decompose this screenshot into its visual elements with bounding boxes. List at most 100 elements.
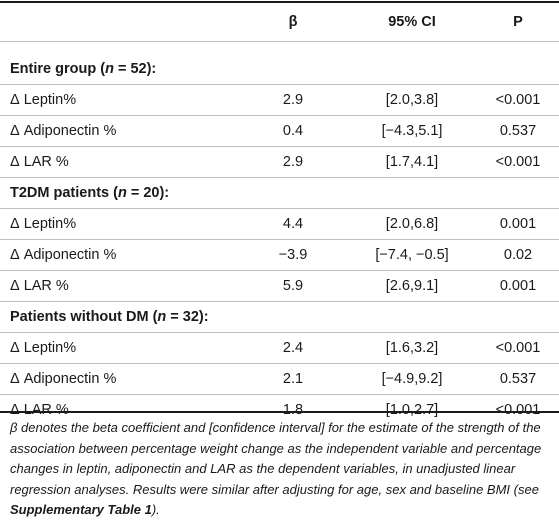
- row-label-cell: Δ LAR %: [10, 272, 69, 301]
- row-label-cell: Δ Leptin%: [10, 334, 76, 363]
- section-title: T2DM patients (n = 20):: [10, 179, 169, 208]
- row-label: LAR %: [23, 154, 69, 170]
- footnote-symbol: β: [10, 420, 18, 435]
- row-label: Adiponectin %: [23, 371, 117, 387]
- delta-symbol: Δ: [10, 278, 20, 294]
- beta-value: 1.8: [282, 402, 304, 418]
- ci-value: [1.6,3.2]: [385, 340, 439, 356]
- section-title-prefix: Entire group (: [10, 61, 106, 77]
- delta-symbol: Δ: [10, 123, 20, 139]
- ci-value: [−4.9,9.2]: [381, 371, 443, 387]
- row-rule: [0, 146, 559, 147]
- beta-value: 2.9: [282, 92, 304, 108]
- delta-symbol: Δ: [10, 154, 20, 170]
- section-title-n: n: [157, 309, 167, 325]
- beta-value: 5.9: [282, 278, 304, 294]
- row-rule: [0, 239, 559, 240]
- table-row: Δ LAR % 1.8 [1.0,2.7] <0.001: [0, 396, 559, 425]
- row-label-cell: Δ Leptin%: [10, 86, 76, 115]
- row-rule: [0, 208, 559, 209]
- row-rule: [0, 394, 559, 395]
- section-title: Entire group (n = 52):: [10, 55, 156, 84]
- footnote-text-end: ).: [151, 502, 160, 517]
- section-header-row: Entire group (n = 52):: [0, 55, 559, 84]
- row-rule: [0, 301, 559, 302]
- table-top-rule: [0, 1, 559, 3]
- p-value: <0.001: [495, 154, 541, 170]
- p-value: 0.001: [499, 216, 537, 232]
- beta-value: 2.1: [282, 371, 304, 387]
- row-rule: [0, 332, 559, 333]
- section-title-suffix: = 32):: [166, 309, 209, 325]
- row-label-cell: Δ Leptin%: [10, 210, 76, 239]
- p-value: <0.001: [495, 402, 541, 418]
- p-value: 0.537: [499, 371, 537, 387]
- beta-value: 0.4: [282, 123, 304, 139]
- delta-symbol: Δ: [10, 340, 20, 356]
- section-title-suffix: = 52):: [113, 61, 157, 77]
- ci-value: [2.0,3.8]: [385, 92, 439, 108]
- ci-value: [−4.3,5.1]: [381, 123, 443, 139]
- table-row: Δ LAR % 5.9 [2.6,9.1] 0.001: [0, 272, 559, 301]
- ci-value: [1.7,4.1]: [385, 154, 439, 170]
- delta-symbol: Δ: [10, 371, 20, 387]
- delta-symbol: Δ: [10, 402, 20, 418]
- footnote-text: denotes the beta coefficient and [confid…: [10, 420, 542, 497]
- delta-symbol: Δ: [10, 92, 20, 108]
- row-label: Adiponectin %: [23, 247, 117, 263]
- row-label-cell: Δ Adiponectin %: [10, 241, 116, 270]
- row-label: Leptin%: [23, 340, 77, 356]
- beta-value: 4.4: [282, 216, 304, 232]
- section-title-suffix: = 20):: [126, 185, 170, 201]
- row-label: Leptin%: [23, 216, 77, 232]
- beta-value: 2.9: [282, 154, 304, 170]
- header-ci: 95% CI: [388, 14, 436, 30]
- delta-symbol: Δ: [10, 216, 20, 232]
- row-label: LAR %: [23, 278, 69, 294]
- ci-value: [−7.4, −0.5]: [375, 247, 449, 263]
- p-value: 0.02: [503, 247, 533, 263]
- row-label-cell: Δ Adiponectin %: [10, 365, 116, 394]
- row-label: Leptin%: [23, 92, 77, 108]
- beta-value: −3.9: [278, 247, 308, 263]
- section-title-prefix: T2DM patients (: [10, 185, 118, 201]
- beta-value: 2.4: [282, 340, 304, 356]
- section-title-prefix: Patients without DM (: [10, 309, 158, 325]
- table-footnote: β denotes the beta coefficient and [conf…: [10, 418, 555, 521]
- delta-symbol: Δ: [10, 247, 20, 263]
- row-rule: [0, 270, 559, 271]
- supplementary-table-link[interactable]: Supplementary Table 1: [10, 502, 152, 517]
- table-row: Δ Leptin% 2.4 [1.6,3.2] <0.001: [0, 334, 559, 363]
- table-row: Δ Adiponectin % 0.4 [−4.3,5.1] 0.537: [0, 117, 559, 146]
- header-rule: [0, 41, 559, 42]
- section-header-row: Patients without DM (n = 32):: [0, 303, 559, 332]
- row-label-cell: Δ Adiponectin %: [10, 117, 116, 146]
- row-label: Adiponectin %: [23, 123, 117, 139]
- table-bottom-rule: [0, 411, 559, 413]
- p-value: 0.001: [499, 278, 537, 294]
- table-row: Δ Adiponectin % 2.1 [−4.9,9.2] 0.537: [0, 365, 559, 394]
- table-row: Δ Adiponectin % −3.9 [−7.4, −0.5] 0.02: [0, 241, 559, 270]
- row-label: LAR %: [23, 402, 69, 418]
- ci-value: [2.6,9.1]: [385, 278, 439, 294]
- ci-value: [2.0,6.8]: [385, 216, 439, 232]
- row-rule: [0, 363, 559, 364]
- table-header-row: β 95% CI P: [0, 8, 559, 37]
- p-value: <0.001: [495, 92, 541, 108]
- row-label-cell: Δ LAR %: [10, 148, 69, 177]
- row-rule: [0, 84, 559, 85]
- row-rule: [0, 177, 559, 178]
- header-p: P: [513, 14, 523, 30]
- table-row: Δ Leptin% 4.4 [2.0,6.8] 0.001: [0, 210, 559, 239]
- p-value: <0.001: [495, 340, 541, 356]
- section-title-n: n: [117, 185, 127, 201]
- header-beta: β: [288, 14, 298, 30]
- p-value: 0.537: [499, 123, 537, 139]
- row-label-cell: Δ LAR %: [10, 396, 69, 425]
- ci-value: [1.0,2.7]: [385, 402, 439, 418]
- section-title: Patients without DM (n = 32):: [10, 303, 209, 332]
- table-row: Δ LAR % 2.9 [1.7,4.1] <0.001: [0, 148, 559, 177]
- row-rule: [0, 115, 559, 116]
- section-header-row: T2DM patients (n = 20):: [0, 179, 559, 208]
- section-title-n: n: [105, 61, 114, 77]
